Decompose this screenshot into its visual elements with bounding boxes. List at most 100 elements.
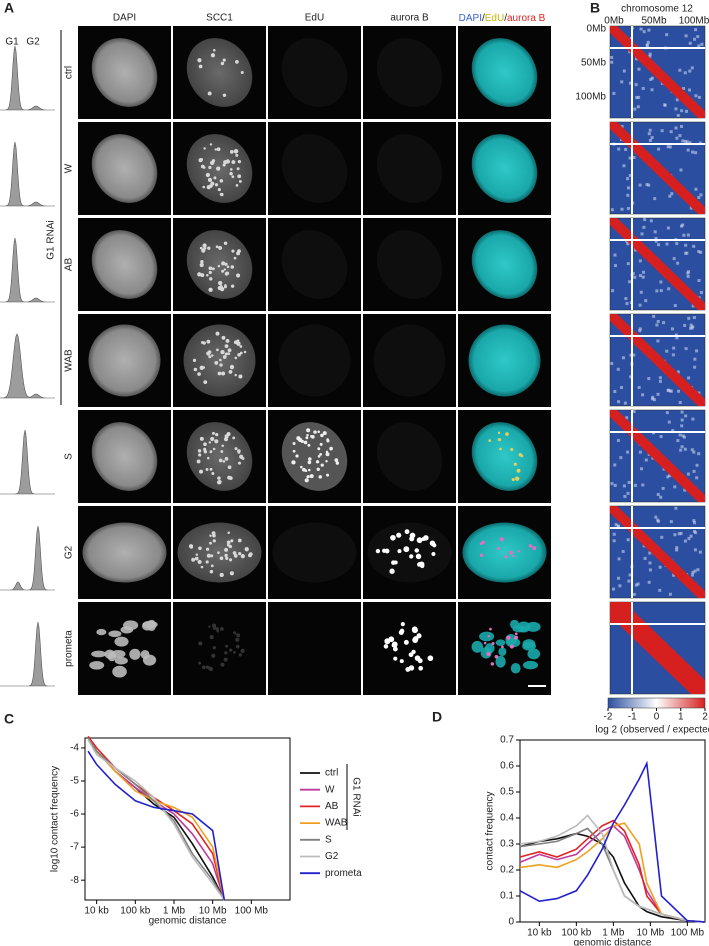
foci — [416, 633, 422, 639]
y-tick-label: 0.4 — [500, 813, 514, 824]
foci — [231, 249, 235, 253]
heatmap-texture — [654, 239, 658, 243]
foci — [510, 447, 514, 451]
foci — [221, 335, 226, 340]
foci — [192, 358, 197, 362]
foci — [489, 627, 492, 631]
row-label: prometa — [64, 630, 75, 667]
heatmap-top-label: 0Mb — [604, 16, 624, 27]
heatmap-texture — [650, 76, 654, 80]
foci — [306, 434, 309, 437]
heatmap-texture — [673, 304, 677, 308]
heatmap-texture — [658, 588, 662, 592]
foci — [197, 58, 202, 63]
foci — [320, 433, 324, 438]
foci — [217, 188, 221, 192]
chromosome — [120, 626, 134, 634]
foci — [528, 544, 533, 548]
foci — [399, 628, 405, 634]
heatmap-texture — [619, 456, 623, 460]
foci — [217, 551, 220, 554]
x-tick-label: 100 kb — [120, 906, 150, 917]
foci — [224, 547, 229, 552]
heatmap-texture — [682, 233, 686, 237]
y-tick-label: -6 — [70, 809, 79, 820]
foci — [228, 544, 232, 549]
foci — [211, 354, 214, 357]
series-line — [519, 760, 706, 923]
foci — [486, 651, 491, 657]
foci — [211, 267, 215, 271]
nucleus — [468, 324, 541, 397]
foci — [404, 529, 410, 535]
foci — [483, 641, 487, 645]
foci — [209, 634, 214, 640]
heatmap-texture — [692, 316, 696, 320]
foci — [206, 553, 211, 558]
foci — [201, 341, 204, 344]
heatmap-texture — [648, 551, 652, 555]
heatmap-texture — [653, 230, 657, 234]
heatmap-texture — [676, 113, 680, 117]
foci — [223, 241, 228, 246]
heatmap-texture — [647, 28, 651, 32]
heatmap-texture — [693, 365, 697, 369]
heatmap-texture — [617, 557, 621, 561]
heatmap-texture — [613, 264, 617, 268]
heatmap-texture — [626, 242, 630, 246]
heatmap-texture — [686, 472, 690, 476]
heatmap-texture — [639, 290, 643, 294]
foci — [197, 449, 202, 453]
foci — [514, 476, 520, 481]
chromosome — [527, 648, 541, 660]
foci — [221, 269, 225, 273]
heatmap-texture — [685, 251, 689, 255]
heatmap-texture — [633, 107, 637, 111]
merge-aurora: aurora B — [507, 13, 546, 24]
heatmap-texture — [632, 156, 636, 160]
heatmap-texture — [645, 183, 649, 187]
foci — [200, 157, 204, 161]
heatmap-texture — [641, 275, 645, 279]
heatmap-texture — [666, 388, 670, 392]
foci — [499, 537, 504, 542]
foci — [211, 471, 215, 475]
heatmap-left-label: 100Mb — [575, 92, 606, 103]
series-line — [519, 814, 706, 923]
foci — [201, 665, 206, 670]
heatmap-texture — [626, 177, 630, 181]
foci — [233, 553, 238, 558]
heatmap-texture — [660, 129, 664, 133]
chromosome — [114, 636, 129, 647]
foci — [231, 160, 236, 164]
foci — [206, 273, 209, 277]
foci — [195, 553, 199, 556]
heatmap-texture — [658, 565, 662, 569]
series-line — [519, 827, 706, 923]
foci — [224, 651, 228, 655]
cell-cycle-histogram — [0, 429, 55, 495]
heatmap-texture — [655, 289, 659, 293]
micrograph — [268, 602, 361, 695]
y-axis-label: log10 contact frequency — [50, 766, 61, 872]
foci — [217, 371, 222, 376]
foci — [219, 572, 224, 578]
foci — [408, 652, 414, 658]
heatmap-texture — [686, 148, 690, 152]
nucleus — [91, 422, 158, 491]
foci — [236, 251, 241, 256]
foci — [228, 476, 233, 480]
foci — [520, 454, 524, 458]
foci — [205, 665, 210, 669]
cell-cycle-histogram — [0, 525, 55, 591]
foci — [235, 184, 239, 187]
cell-cycle-histogram — [0, 333, 55, 399]
heatmap-texture — [688, 69, 692, 73]
foci — [511, 478, 515, 482]
foci — [207, 350, 212, 354]
foci — [205, 468, 209, 471]
panel-label: C — [4, 711, 14, 727]
heatmap-texture — [676, 439, 680, 443]
foci — [396, 532, 402, 538]
series-line — [519, 819, 706, 923]
